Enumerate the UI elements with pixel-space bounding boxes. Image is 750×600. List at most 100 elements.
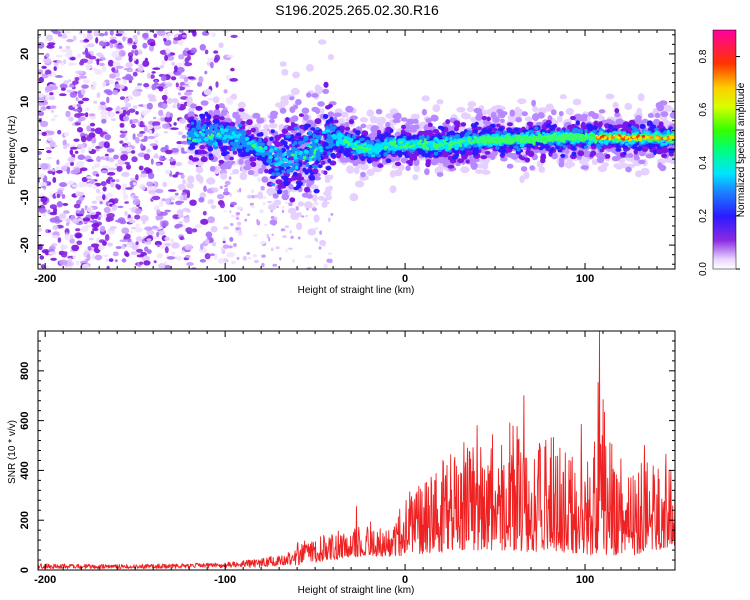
noise-blob [84,112,89,118]
noise-blob [57,33,63,37]
noise-blob [147,172,155,180]
ridge-blob [585,123,593,128]
noise-blob [46,44,55,49]
noise-blob [218,42,224,49]
noise-blob [139,173,148,178]
noise-blob [164,246,169,254]
noise-blob [119,219,127,225]
noise-blob [177,92,181,96]
noise-blob [71,218,80,224]
ridge-blob [291,115,299,122]
ridge-blob [528,151,535,158]
ridge-blob [421,152,427,157]
ridge-blob [570,146,577,151]
ridge-blob [487,127,493,132]
noise-blob [119,134,126,138]
ridge-blob [638,159,646,165]
noise-blob [154,240,162,246]
ridge-blob [281,128,288,134]
noise-blob [230,34,238,39]
noise-blob [62,139,67,147]
noise-blob [223,210,227,213]
noise-blob [281,209,285,214]
noise-blob [80,147,86,154]
noise-blob [230,201,238,206]
noise-blob [162,123,170,129]
ridge-blob [405,165,411,171]
noise-blob [172,174,179,178]
noise-blob [312,202,316,205]
noise-blob [214,54,221,62]
ridge-blob [256,133,262,137]
noise-blob [271,233,274,236]
ridge-blob [461,154,468,160]
noise-blob [96,188,100,194]
noise-blob [162,181,168,187]
noise-blob [246,252,251,255]
noise-blob [103,141,110,149]
noise-blob [96,236,100,244]
noise-blob [38,208,47,214]
noise-blob [62,203,69,206]
ridge-blob [486,116,491,122]
noise-blob [204,49,209,55]
noise-blob [163,38,167,42]
noise-blob [127,214,131,219]
noise-blob [157,230,166,236]
ridge-blob [318,108,325,114]
noise-blob [96,52,103,57]
noise-blob [152,121,161,127]
ridge-blob [550,124,557,129]
noise-blob [98,239,105,244]
noise-blob [295,206,299,211]
noise-blob [148,189,156,195]
noise-blob [135,236,143,242]
noise-blob [253,254,257,258]
noise-blob [284,201,289,204]
noise-blob [38,150,43,156]
noise-blob [100,181,107,187]
ridge-blob [550,147,555,151]
ridge-blob [538,166,546,173]
ridge-blob [627,123,632,128]
noise-blob [174,65,178,71]
noise-blob [135,223,140,228]
ridge-blob [325,166,332,171]
noise-blob [68,116,74,122]
noise-blob [297,236,301,240]
ridge-blob [317,164,323,169]
noise-blob [77,113,86,116]
noise-blob [65,110,71,118]
noise-blob [77,53,82,59]
ridge-blob [266,187,276,196]
ridge-blob [206,114,212,120]
noise-blob [164,209,171,213]
noise-blob [165,47,171,55]
noise-blob [114,163,119,167]
ridge-blob [287,207,297,214]
ridge-blob [414,124,420,130]
ridge-blob [509,109,516,117]
noise-blob [179,30,184,33]
noise-blob [236,189,240,193]
noise-blob [209,253,215,256]
ridge-blob [257,191,263,200]
noise-blob [102,194,106,200]
ridge-blob [247,169,255,176]
noise-blob [75,233,82,239]
noise-blob [173,71,182,76]
noise-blob [232,163,235,166]
noise-blob [44,85,54,92]
ridge-blob [447,164,455,169]
noise-blob [222,240,226,244]
ridge-blob [273,199,282,206]
noise-blob [119,96,126,100]
ridge-blob [237,101,246,109]
noise-blob [111,204,118,211]
ridge-blob [619,162,628,169]
ridge-blob [295,99,302,106]
noise-blob [319,230,322,235]
noise-blob [177,39,184,46]
ridge-blob [466,106,475,113]
ridge-blob [220,146,227,152]
